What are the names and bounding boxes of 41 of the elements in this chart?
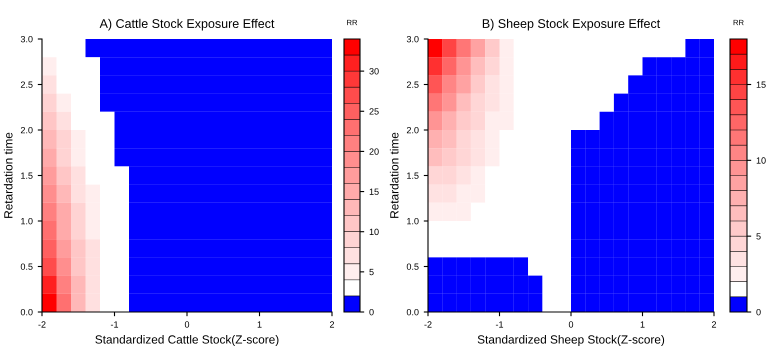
x-tick-label: 0 xyxy=(184,321,190,328)
x-tick-label: 2 xyxy=(712,321,716,328)
color-bar-label: 30 xyxy=(369,68,379,74)
x-tick-label: 1 xyxy=(640,321,645,328)
color-bar-label: 0 xyxy=(756,308,761,316)
y-tick-label: 3.0 xyxy=(406,36,419,42)
y-tick-label: 1.0 xyxy=(407,218,419,224)
y-tick-label: 3.0 xyxy=(20,36,33,42)
color-bar-label: 0 xyxy=(369,308,374,316)
chart-title: B) Sheep Stock Exposure Effect xyxy=(482,18,660,30)
x-tick-label: 2 xyxy=(330,321,334,328)
y-tick-label: 2.5 xyxy=(406,81,419,88)
color-bar-label: 15 xyxy=(370,188,379,195)
color-bar-label: 20 xyxy=(369,148,379,155)
y-tick-label: 1.5 xyxy=(407,172,419,179)
color-bar-label: 10 xyxy=(756,157,766,164)
y-tick-label: 0.0 xyxy=(20,308,33,316)
y-tick-label: 0.0 xyxy=(406,308,419,316)
y-tick-label: 1.5 xyxy=(21,172,33,179)
chart-title: A) Cattle Stock Exposure Effect xyxy=(100,18,274,30)
y-tick-label: 0.5 xyxy=(406,263,419,270)
y-tick-label: 2.0 xyxy=(406,126,419,134)
color-bar-label: 5 xyxy=(369,268,374,276)
x-tick-label: -2 xyxy=(424,321,432,328)
y-tick-label: 0.5 xyxy=(20,263,33,270)
y-tick-label: 2.5 xyxy=(20,81,33,88)
x-tick-label: -1 xyxy=(110,321,118,328)
x-axis-title: Standardized Cattle Stock(Z-score) xyxy=(95,335,278,346)
color-bar-label: 15 xyxy=(756,82,766,88)
color-bar-label: 10 xyxy=(370,228,379,236)
x-tick-label: 0 xyxy=(568,321,574,328)
y-axis-title: Retardation time xyxy=(4,132,13,218)
y-axis-title: Retardation time xyxy=(390,132,399,218)
x-tick-label: 1 xyxy=(258,321,262,328)
color-bar-label: 25 xyxy=(369,108,379,115)
color-bar-label: 5 xyxy=(756,233,761,240)
x-axis-title: Standardized Sheep Stock(Z-score) xyxy=(478,335,664,346)
x-tick-label: -1 xyxy=(496,321,504,328)
y-tick-label: 2.0 xyxy=(20,126,33,134)
y-tick-label: 1.0 xyxy=(21,218,33,224)
x-tick-label: -2 xyxy=(38,321,46,328)
